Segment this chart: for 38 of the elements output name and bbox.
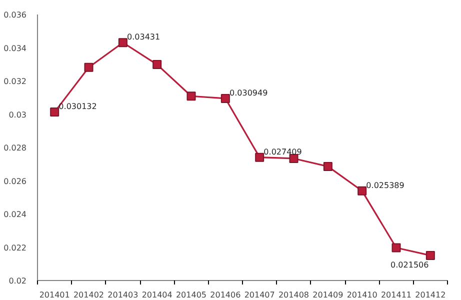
x-tick-label: 201410 (346, 290, 378, 300)
point (255, 152, 264, 162)
data-label: 0.030949 (230, 88, 268, 98)
data-label: 0.030132 (58, 102, 97, 112)
data-label: 0.021506 (390, 260, 429, 270)
data-label: 0.03431 (127, 32, 160, 42)
y-tick-label: 0.024 (4, 210, 27, 219)
point (392, 243, 401, 252)
point (50, 108, 60, 117)
x-tick-label: 201405 (176, 290, 207, 300)
x-tick-label: 201406 (210, 290, 241, 300)
x-tick-label: 201403 (108, 290, 138, 300)
point (220, 94, 230, 103)
point (84, 62, 94, 72)
x-tick-label: 201409 (312, 290, 344, 300)
x-tick-label: 201412 (415, 290, 446, 300)
point (118, 38, 128, 48)
x-tick-label: 201402 (73, 290, 104, 300)
point (152, 60, 162, 70)
point (358, 186, 367, 196)
x-tick-label: 201401 (39, 290, 70, 300)
y-tick-label: 0.02 (8, 276, 26, 286)
x-tick-label: 201404 (142, 290, 172, 300)
point (426, 250, 435, 260)
point (186, 92, 196, 101)
y-tick-label: 0.03 (8, 110, 26, 120)
y-tick-label: 0.022 (4, 243, 27, 252)
x-tick-label: 201411 (380, 290, 412, 300)
y-tick-label: 0.032 (4, 77, 27, 86)
data-label: 0.025389 (366, 180, 404, 190)
y-tick-label: 0.034 (4, 44, 27, 53)
x-tick-label: 201408 (278, 290, 310, 300)
data-label: 0.027409 (264, 147, 302, 156)
y-tick-label: 0.028 (4, 144, 27, 152)
y-tick-label: 0.036 (4, 10, 27, 20)
point (323, 162, 332, 171)
y-tick-label: 0.026 (4, 176, 27, 186)
x-tick-label: 201407 (244, 290, 275, 300)
